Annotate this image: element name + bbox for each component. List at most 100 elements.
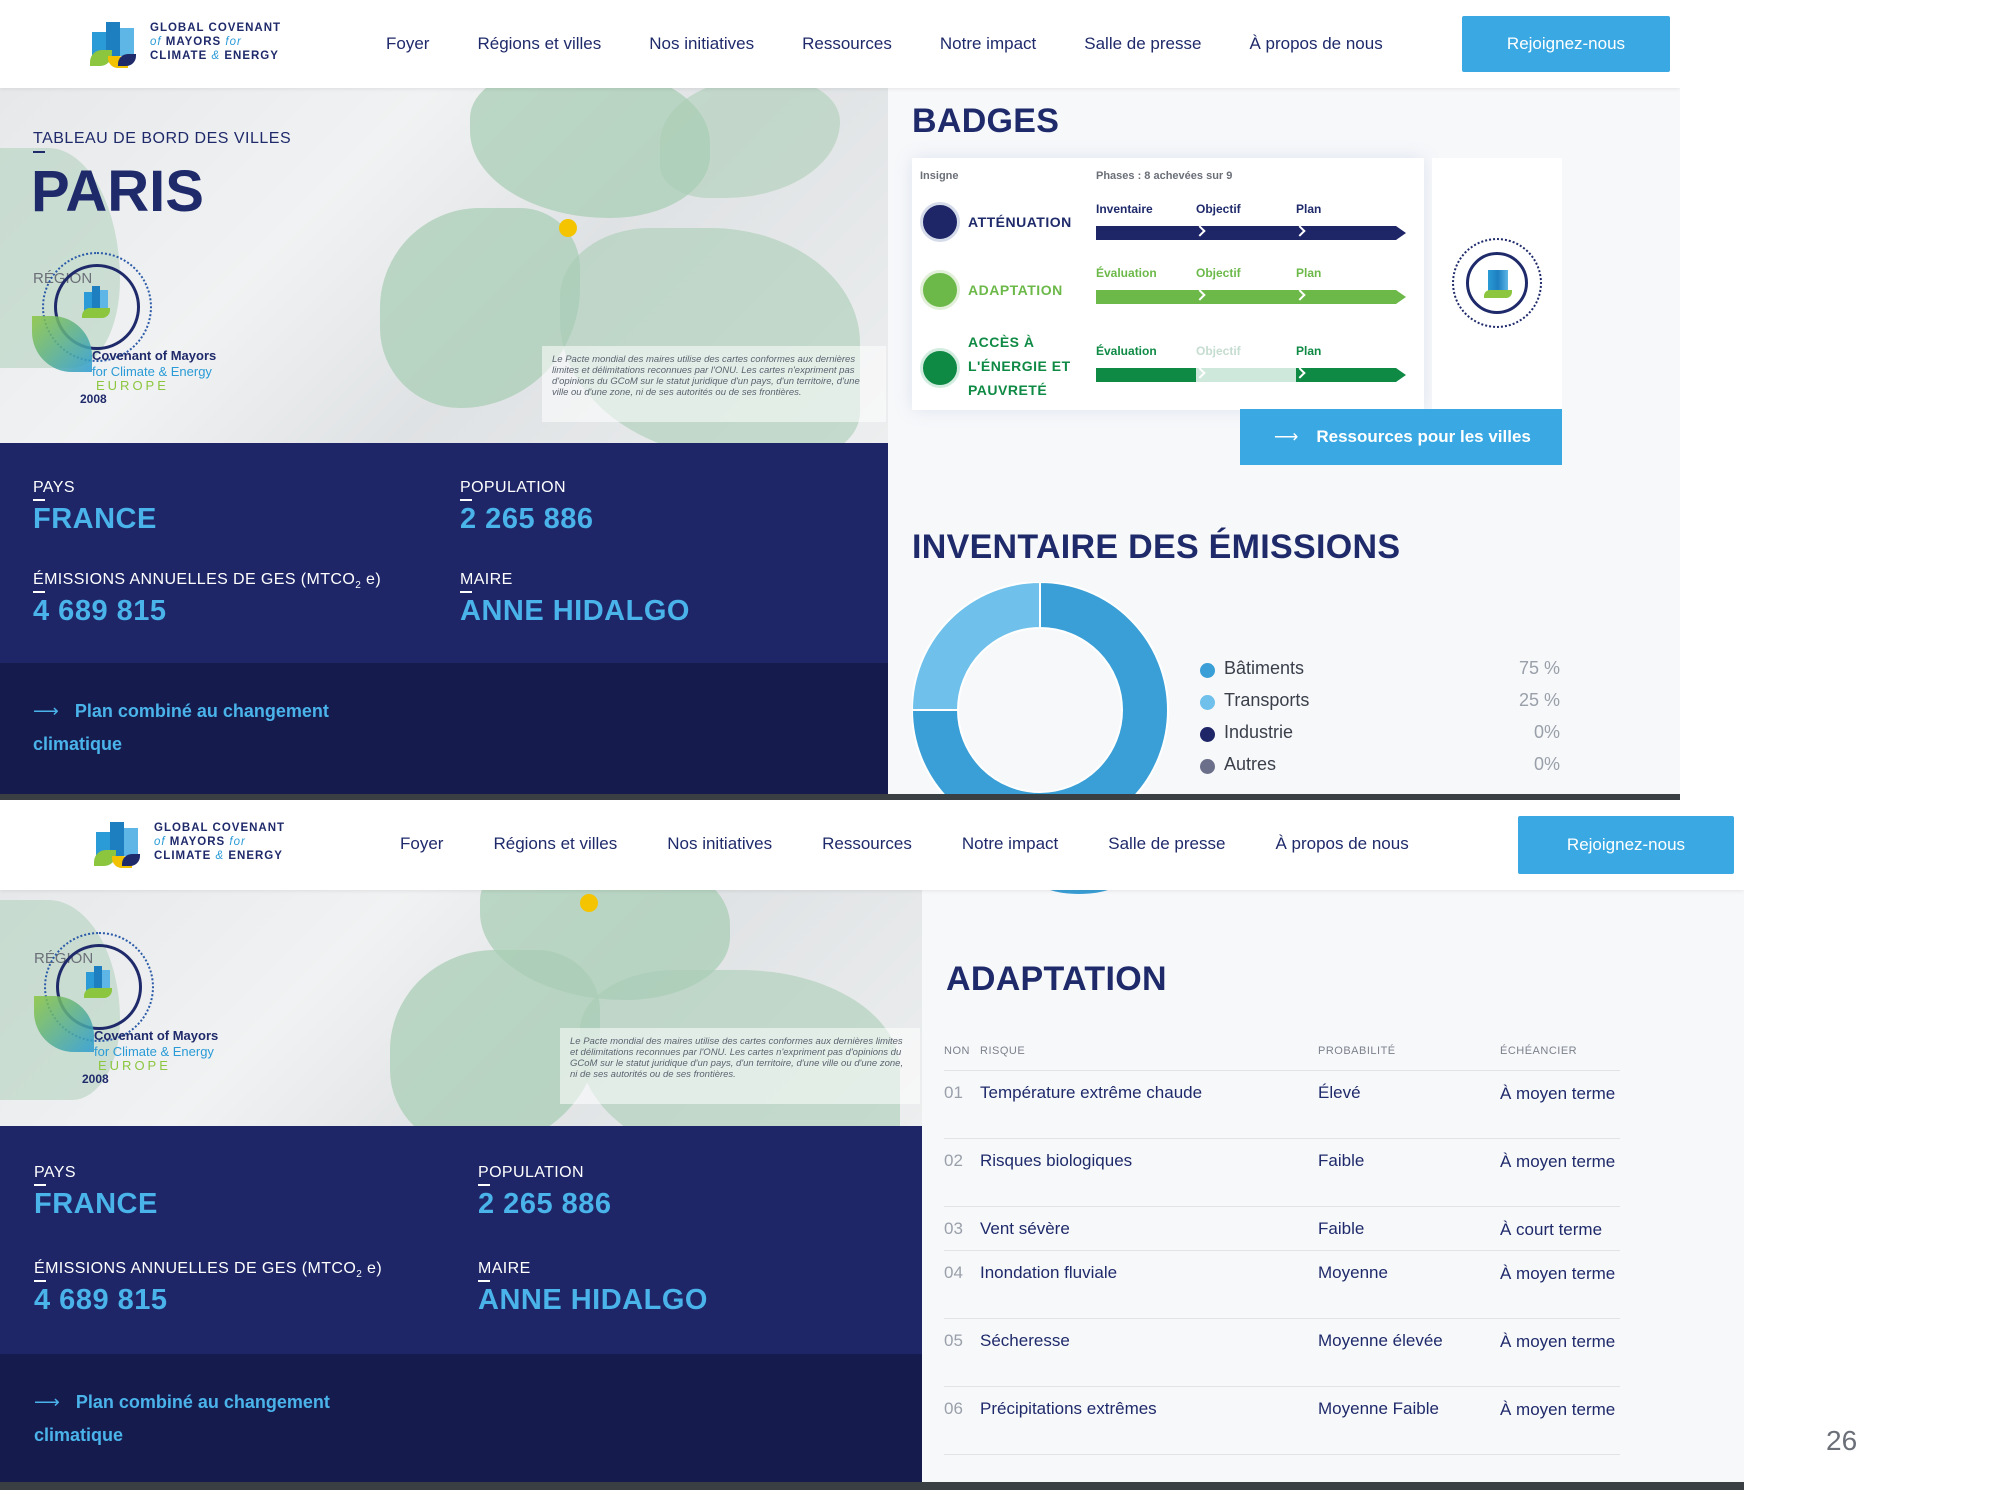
legend-dot-icon xyxy=(1200,759,1215,774)
page-number: 26 xyxy=(1826,1425,1858,1456)
population-value: 2 265 886 xyxy=(460,499,594,535)
browser-bottom-strip xyxy=(0,1482,1744,1490)
map-disclaimer: Le Pacte mondial des maires utilise des … xyxy=(542,346,886,422)
city-stats: PAYS FRANCE POPULATION 2 265 886 ÉMISSIO… xyxy=(0,443,888,663)
adaptation-progress-bar xyxy=(1096,289,1408,304)
nav-regions-villes[interactable]: Régions et villes xyxy=(493,834,618,853)
population-label: POPULATION xyxy=(460,479,566,496)
mayor-label: MAIRE xyxy=(460,571,513,588)
nav-presse[interactable]: Salle de presse xyxy=(1084,34,1202,53)
nav-regions-villes[interactable]: Régions et villes xyxy=(477,34,602,53)
gcom-logo-text: GLOBAL COVENANT of MAYORS for CLIMATE & … xyxy=(150,22,282,62)
table-row: 04 Inondation fluviale Moyenne À moyen term… xyxy=(944,1250,1620,1318)
badge-row-mitigation[interactable]: ATTÉNUATION Inventaire Objectif Plan xyxy=(912,202,1424,262)
nav-foyer[interactable]: Foyer xyxy=(400,834,444,853)
country-label: PAYS xyxy=(34,1164,76,1181)
emissions-value: 4 689 815 xyxy=(34,1280,168,1316)
mayor-value: ANNE HIDALGO xyxy=(478,1280,708,1316)
adaptation-pane: ADAPTATION xyxy=(922,889,1744,1490)
donut-slice-transports[interactable] xyxy=(912,582,1041,711)
nav-ressources[interactable]: Ressources xyxy=(822,834,912,853)
country-label: PAYS xyxy=(33,479,75,496)
table-row: 03 Vent sévère Faible À court terme xyxy=(944,1206,1620,1250)
table-row: 06 Précipitations extrêmes Moyenne Faible À… xyxy=(944,1386,1620,1454)
legend-dot-icon xyxy=(1200,663,1215,678)
legend-item: Transports 25 % xyxy=(1200,688,1560,720)
nav-ressources[interactable]: Ressources xyxy=(802,34,892,53)
emissions-donut-chart xyxy=(912,582,1169,800)
emissions-inventory-title: INVENTAIRE DES ÉMISSIONS xyxy=(912,528,1401,566)
plan-section: ⟶ Plan combiné au changement climatique xyxy=(0,1354,922,1490)
badge-row-adaptation[interactable]: ADAPTATION Évaluation Objectif Plan xyxy=(912,266,1424,326)
browser-bottom-strip xyxy=(0,794,1680,800)
col-header-probability: PROBABILITÉ xyxy=(1318,1045,1396,1057)
city-marker-icon[interactable] xyxy=(559,219,577,237)
emissions-value: 4 689 815 xyxy=(33,591,167,627)
country-value: FRANCE xyxy=(34,1184,158,1220)
arrow-right-icon: ⟶ xyxy=(33,701,59,721)
compliant-seal-card xyxy=(1432,158,1562,410)
col-header-timeline: ÉCHÉANCIER xyxy=(1500,1045,1578,1057)
legend-item: Industrie 0% xyxy=(1200,720,1560,752)
col-header-risk: RISQUE xyxy=(980,1045,1026,1057)
screenshot-city-dashboard-top: GLOBAL COVENANT of MAYORS for CLIMATE & … xyxy=(0,0,1680,800)
energy-access-icon xyxy=(920,348,960,388)
climate-plan-link[interactable]: ⟶ Plan combiné au changement climatique xyxy=(34,1392,330,1445)
map-disclaimer: Le Pacte mondial des maires utilise des … xyxy=(560,1028,920,1104)
badge-row-energy-access[interactable]: ACCÈS À L'ÉNERGIE ET PAUVRETÉ Évaluation… xyxy=(912,330,1424,406)
nav-a-propos[interactable]: À propos de nous xyxy=(1249,34,1383,53)
site-header: GLOBAL COVENANT of MAYORS for CLIMATE & … xyxy=(0,0,1680,88)
gcom-logo[interactable]: GLOBAL COVENANT of MAYORS for CLIMATE & … xyxy=(88,16,281,68)
badges-card: Insigne Phases : 8 achevées sur 9 ATTÉNU… xyxy=(912,158,1424,410)
badges-pane: BADGES Insigne Phases : 8 achevées sur 9… xyxy=(888,88,1680,800)
city-map[interactable]: Le Pacte mondial des maires utilise des … xyxy=(0,890,922,1126)
donut-slice-batiments[interactable] xyxy=(912,582,1169,800)
screenshot-city-dashboard-adaptation: GLOBAL COVENANT of MAYORS for CLIMATE & … xyxy=(0,800,1744,1490)
legend-item: Autres 0% xyxy=(1200,752,1560,784)
legend-item: Bâtiments 75 % xyxy=(1200,656,1560,688)
phases-col-label: Phases : 8 achevées sur 9 xyxy=(1096,170,1233,182)
site-header: GLOBAL COVENANT of MAYORS for CLIMATE & … xyxy=(0,800,1744,890)
city-marker-icon[interactable] xyxy=(580,894,598,912)
mitigation-progress-bar xyxy=(1096,225,1408,240)
join-button[interactable]: Rejoignez-nous xyxy=(1462,16,1670,72)
nav-a-propos[interactable]: À propos de nous xyxy=(1275,834,1409,853)
nav-initiatives[interactable]: Nos initiatives xyxy=(649,34,755,53)
table-row: 02 Risques biologiques Faible À moyen terme xyxy=(944,1138,1620,1206)
gcom-logo-icon xyxy=(92,816,144,868)
arrow-right-icon: ⟶ xyxy=(1274,427,1299,446)
adaptation-icon xyxy=(920,270,960,310)
population-label: POPULATION xyxy=(478,1164,584,1181)
gcom-logo-icon xyxy=(88,16,140,68)
gcom-logo[interactable]: GLOBAL COVENANT of MAYORS for CLIMATE & … xyxy=(92,816,285,868)
city-stats: PAYS FRANCE POPULATION 2 265 886 ÉMISSIO… xyxy=(0,1126,922,1354)
mitigation-icon xyxy=(920,202,960,242)
nav-impact[interactable]: Notre impact xyxy=(961,834,1059,853)
energy-access-progress-bar xyxy=(1096,367,1408,382)
compliant-seal-icon xyxy=(1452,238,1542,328)
gcom-logo-text: GLOBAL COVENANT of MAYORS for CLIMATE & … xyxy=(154,822,286,862)
badge-col-label: Insigne xyxy=(920,170,959,182)
mayor-value: ANNE HIDALGO xyxy=(460,591,690,627)
adaptation-title: ADAPTATION xyxy=(946,960,1167,998)
join-button[interactable]: Rejoignez-nous xyxy=(1518,816,1734,874)
arrow-right-icon: ⟶ xyxy=(34,1392,60,1412)
dashboard-label: TABLEAU DE BORD DES VILLES xyxy=(33,130,292,153)
country-value: FRANCE xyxy=(33,499,157,535)
city-map[interactable]: Le Pacte mondial des maires utilise des … xyxy=(0,88,888,443)
city-name: PARIS xyxy=(31,159,204,224)
main-nav: Foyer Régions et villes Nos initiatives … xyxy=(400,834,1409,854)
city-resources-button[interactable]: ⟶ Ressources pour les villes xyxy=(1240,409,1562,465)
climate-plan-link[interactable]: ⟶ Plan combiné au changement climatique xyxy=(33,701,329,754)
nav-initiatives[interactable]: Nos initiatives xyxy=(667,834,773,853)
nav-presse[interactable]: Salle de presse xyxy=(1108,834,1226,853)
nav-impact[interactable]: Notre impact xyxy=(939,34,1037,53)
plan-section: ⟶ Plan combiné au changement climatique xyxy=(0,663,888,800)
nav-foyer[interactable]: Foyer xyxy=(386,34,430,53)
population-value: 2 265 886 xyxy=(478,1184,612,1220)
committed-seal-icon: Covenant of Mayors for Climate & Energy … xyxy=(34,932,254,1096)
table-row: 01 Température extrême chaude Élevé À moyen… xyxy=(944,1070,1620,1138)
main-nav: Foyer Régions et villes Nos initiatives … xyxy=(386,34,1383,54)
legend-dot-icon xyxy=(1200,695,1215,710)
emissions-label: ÉMISSIONS ANNUELLES DE GES (MTCO2 e) xyxy=(34,1260,383,1281)
